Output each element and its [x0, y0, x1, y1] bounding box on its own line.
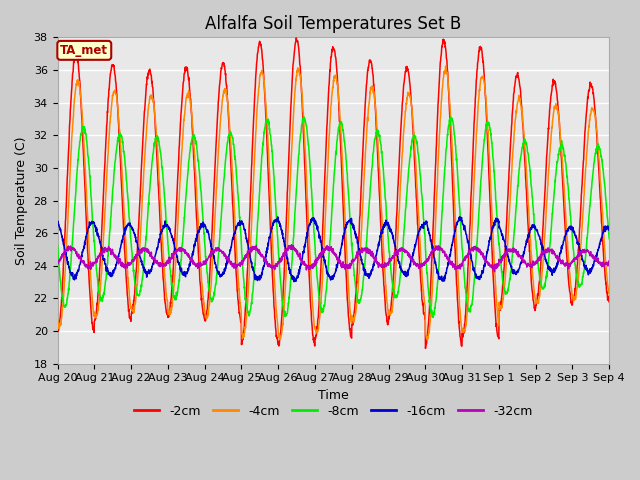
Title: Alfalfa Soil Temperatures Set B: Alfalfa Soil Temperatures Set B: [205, 15, 461, 33]
Legend: -2cm, -4cm, -8cm, -16cm, -32cm: -2cm, -4cm, -8cm, -16cm, -32cm: [129, 400, 538, 423]
X-axis label: Time: Time: [318, 389, 349, 402]
Y-axis label: Soil Temperature (C): Soil Temperature (C): [15, 136, 28, 265]
Text: TA_met: TA_met: [60, 44, 108, 57]
